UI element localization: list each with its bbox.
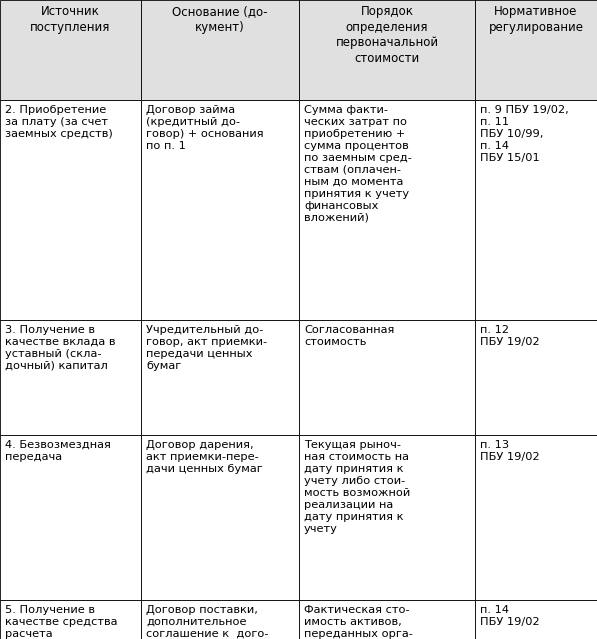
Text: п. 13
ПБУ 19/02: п. 13 ПБУ 19/02	[480, 440, 540, 462]
Text: Источник
поступления: Источник поступления	[30, 5, 110, 33]
Text: Договор поставки,
дополнительное
соглашение к  дого-
вору поставки, акт
приемки-: Договор поставки, дополнительное соглаше…	[146, 605, 269, 639]
Bar	[0, 100, 141, 320]
Bar	[475, 320, 597, 435]
Text: 5. Получение в
качестве средства
расчета: 5. Получение в качестве средства расчета	[5, 605, 118, 639]
Bar	[141, 320, 299, 435]
Bar	[141, 435, 299, 600]
Text: Сумма факти-
ческих затрат по
приобретению +
сумма процентов
по заемным сред-
ст: Сумма факти- ческих затрат по приобретен…	[304, 105, 412, 223]
Bar	[299, 600, 475, 639]
Text: Учредительный до-
говор, акт приемки-
передачи ценных
бумаг: Учредительный до- говор, акт приемки- пе…	[146, 325, 267, 371]
Bar	[141, 600, 299, 639]
Bar	[475, 0, 597, 100]
Bar	[475, 435, 597, 600]
Bar	[0, 0, 141, 100]
Text: Порядок
определения
первоначальной
стоимости: Порядок определения первоначальной стоим…	[336, 5, 439, 65]
Text: 2. Приобретение
за плату (за счет
заемных средств): 2. Приобретение за плату (за счет заемны…	[5, 105, 113, 139]
Text: Договор займа
(кредитный до-
говор) + основания
по п. 1: Договор займа (кредитный до- говор) + ос…	[146, 105, 264, 151]
Bar	[299, 0, 475, 100]
Bar	[0, 600, 141, 639]
Text: 4. Безвозмездная
передача: 4. Безвозмездная передача	[5, 440, 111, 462]
Bar	[0, 320, 141, 435]
Bar	[475, 100, 597, 320]
Bar	[141, 100, 299, 320]
Text: п. 14
ПБУ 19/02: п. 14 ПБУ 19/02	[480, 605, 540, 627]
Text: Договор дарения,
акт приемки-пере-
дачи ценных бумаг: Договор дарения, акт приемки-пере- дачи …	[146, 440, 263, 474]
Text: п. 9 ПБУ 19/02,
п. 11
ПБУ 10/99,
п. 14
ПБУ 15/01: п. 9 ПБУ 19/02, п. 11 ПБУ 10/99, п. 14 П…	[480, 105, 569, 163]
Bar	[299, 435, 475, 600]
Text: п. 12
ПБУ 19/02: п. 12 ПБУ 19/02	[480, 325, 540, 347]
Bar	[475, 600, 597, 639]
Text: Текущая рыноч-
ная стоимость на
дату принятия к
учету либо стои-
мость возможной: Текущая рыноч- ная стоимость на дату при…	[304, 440, 410, 534]
Bar	[299, 320, 475, 435]
Bar	[299, 100, 475, 320]
Text: Согласованная
стоимость: Согласованная стоимость	[304, 325, 395, 347]
Text: Фактическая сто-
имость активов,
переданных орга-
низации в обмен
на полученные
: Фактическая сто- имость активов, передан…	[304, 605, 413, 639]
Text: 3. Получение в
качестве вклада в
уставный (скла-
дочный) капитал: 3. Получение в качестве вклада в уставны…	[5, 325, 115, 371]
Text: Нормативное
регулирование: Нормативное регулирование	[488, 5, 583, 33]
Bar	[141, 0, 299, 100]
Bar	[0, 435, 141, 600]
Text: Основание (до-
кумент): Основание (до- кумент)	[173, 5, 267, 33]
